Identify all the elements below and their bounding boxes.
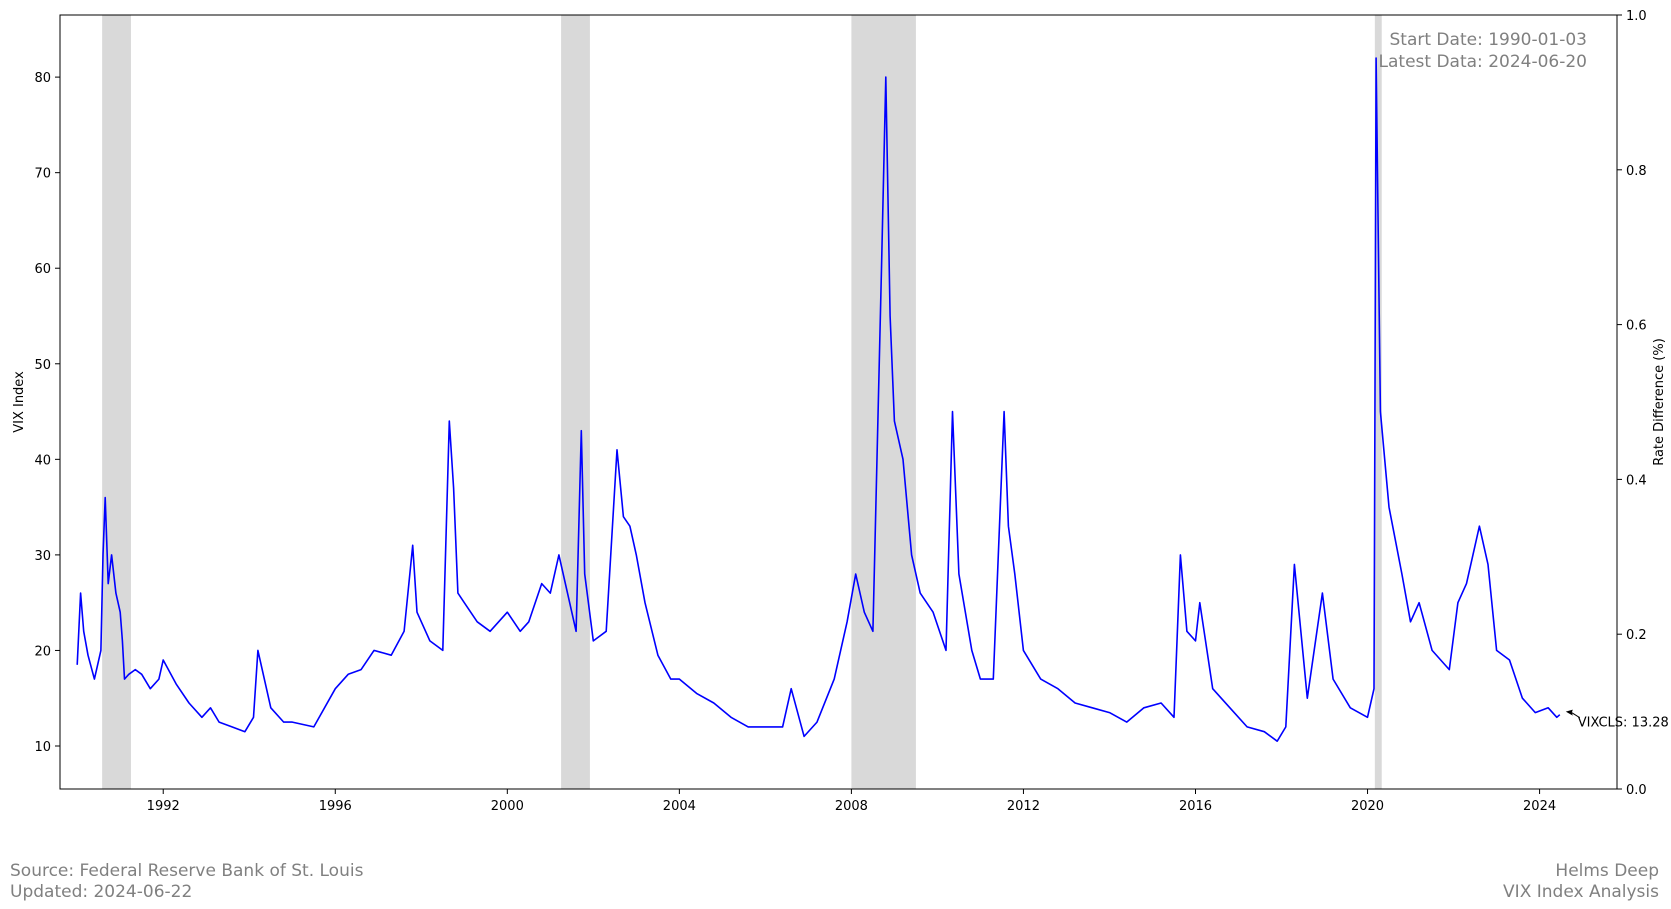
y2-tick-label: 0.4 <box>1626 473 1647 488</box>
annotation-label: VIXCLS: 13.28 <box>1578 716 1669 731</box>
x-tick-label: 2016 <box>1179 799 1212 814</box>
y-tick-label: 80 <box>34 71 51 86</box>
y-tick-label: 40 <box>34 453 51 468</box>
y-axis-label: VIX Index <box>12 371 27 433</box>
x-tick-label: 1992 <box>147 799 180 814</box>
y2-tick-label: 0.6 <box>1626 319 1647 334</box>
y-tick-label: 10 <box>34 740 51 755</box>
y-axis-left: 10 20 30 40 50 60 70 80 <box>34 71 60 755</box>
recession-band <box>1374 15 1382 789</box>
x-tick-label: 2012 <box>1007 799 1040 814</box>
y2-tick-label: 0.0 <box>1626 783 1647 798</box>
y-tick-label: 50 <box>34 358 51 373</box>
annotation-arrow <box>1565 709 1573 716</box>
start-date-label: Start Date: 1990-01-03 <box>1390 30 1588 50</box>
recession-band <box>561 15 590 789</box>
recession-band <box>102 15 131 789</box>
x-tick-label: 2020 <box>1351 799 1384 814</box>
y-tick-label: 70 <box>34 167 51 182</box>
y2-tick-label: 0.8 <box>1626 164 1647 179</box>
y2-tick-label: 0.2 <box>1626 628 1647 643</box>
x-tick-label: 2024 <box>1523 799 1556 814</box>
x-tick-label: 1996 <box>319 799 352 814</box>
analysis-text: VIX Index Analysis <box>1503 882 1659 902</box>
y-axis-right: 0.0 0.2 0.4 0.6 0.8 1.0 <box>1617 9 1647 798</box>
x-axis: 1992 1996 2000 2004 2008 2012 2016 2020 2024 <box>147 789 1556 814</box>
last-value-annotation: VIXCLS: 13.28 <box>1565 709 1669 731</box>
x-tick-label: 2000 <box>491 799 524 814</box>
series-lines <box>76 57 1561 743</box>
recession-shading <box>102 15 1382 789</box>
x-tick-label: 2008 <box>835 799 868 814</box>
brand-text: Helms Deep <box>1555 861 1659 881</box>
annotation-shaft <box>1571 712 1581 719</box>
source-footer: Source: Federal Reserve Bank of St. Loui… <box>10 861 363 903</box>
series-line <box>76 57 1561 743</box>
updated-text: Updated: 2024-06-22 <box>10 882 193 902</box>
plot-frame <box>59 14 1618 790</box>
x-tick-label: 2004 <box>663 799 696 814</box>
y2-tick-label: 1.0 <box>1626 9 1647 24</box>
recession-band <box>851 15 916 789</box>
y-tick-label: 30 <box>34 549 51 564</box>
source-text: Source: Federal Reserve Bank of St. Loui… <box>10 861 364 881</box>
brand-footer: Helms Deep VIX Index Analysis <box>1503 861 1659 903</box>
y-tick-label: 60 <box>34 262 51 277</box>
y-tick-label: 20 <box>34 644 51 659</box>
latest-data-label: Latest Data: 2024-06-20 <box>1379 52 1587 72</box>
y2-axis-label: Rate Difference (%) <box>1652 338 1667 466</box>
